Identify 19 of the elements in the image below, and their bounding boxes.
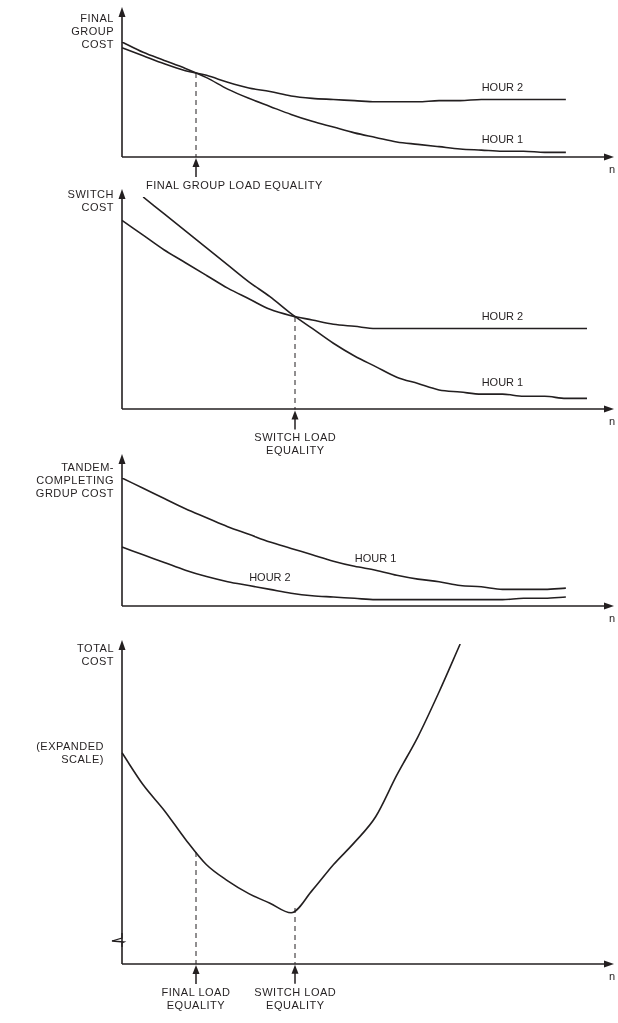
series-label: HOUR 2 — [481, 81, 524, 94]
text: (EXPANDED SCALE) — [35, 740, 104, 766]
y-axis-title: SWITCH COST — [66, 188, 114, 214]
y-axis-title: FINAL GROUP COST — [70, 12, 114, 51]
y-axis-title: TANDEM-COMPLETING GRDUP COST — [34, 461, 114, 500]
series-label: HOUR 1 — [354, 551, 397, 564]
text: FINAL LOAD EQUALITY — [160, 986, 232, 1012]
text: SWITCH LOAD EQUALITY — [253, 986, 338, 1012]
text: FINAL GROUP LOAD EQUALITY — [145, 179, 324, 192]
y-axis-title: TOTAL COST — [76, 642, 114, 668]
x-axis-title: n — [609, 163, 616, 175]
x-axis-title: n — [609, 612, 616, 624]
series-label: HOUR 2 — [249, 570, 291, 583]
series-label: HOUR 1 — [481, 132, 524, 145]
x-axis-title: n — [609, 415, 616, 427]
series-label: HOUR 1 — [481, 375, 524, 388]
x-axis-title: n — [609, 970, 616, 982]
series-label: HOUR 2 — [481, 309, 524, 322]
text: SWITCH LOAD EQUALITY — [253, 431, 338, 457]
